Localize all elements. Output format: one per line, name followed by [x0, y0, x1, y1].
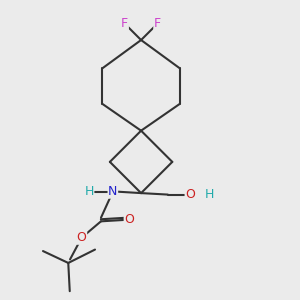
Text: H: H	[84, 185, 94, 198]
Text: O: O	[185, 188, 195, 201]
Text: F: F	[154, 17, 161, 30]
Text: N: N	[108, 185, 118, 198]
Text: O: O	[124, 213, 134, 226]
Text: F: F	[121, 17, 128, 30]
Text: H: H	[205, 188, 214, 201]
Text: O: O	[77, 231, 87, 244]
